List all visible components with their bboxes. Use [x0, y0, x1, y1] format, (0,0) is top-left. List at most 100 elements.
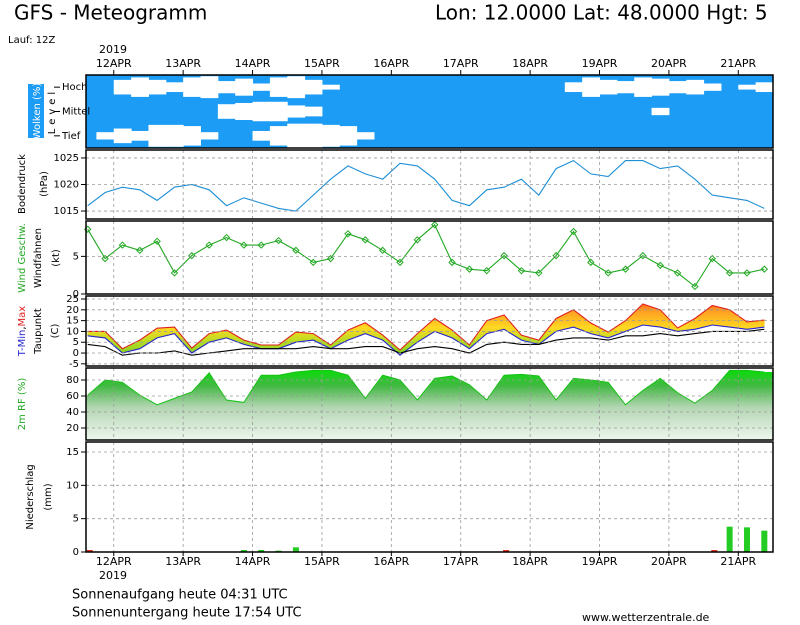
x-tick-label-top: 12APR	[96, 57, 132, 70]
precip-ylabel: Niederschlag	[25, 464, 36, 529]
marker	[621, 265, 630, 273]
level-label: Mittel	[62, 107, 90, 118]
precip-bar	[292, 547, 299, 552]
cloud-cell	[252, 130, 271, 141]
run: Lauf: 12Z	[8, 35, 55, 46]
marker	[118, 241, 127, 249]
cloud-cell	[582, 77, 601, 97]
pressure-ylabel: Bodendruck	[17, 154, 28, 214]
label-layer: GFS - Meteogramm Lon: 12.0000 Lat: 48.00…	[8, 1, 774, 624]
x-tick-label-bottom: 12APR	[96, 555, 132, 568]
marker	[448, 258, 456, 267]
series-line	[87, 303, 765, 351]
cloud-cell	[269, 77, 288, 97]
x-tick-label-top: 15APR	[304, 57, 340, 70]
grid-layer	[86, 150, 773, 553]
cloud-cell	[235, 102, 254, 121]
marker	[205, 241, 213, 249]
y-tick-label: 40	[66, 407, 79, 418]
marker	[344, 230, 352, 238]
cloud-cell	[651, 107, 670, 116]
y-tick-label: 10	[66, 480, 79, 491]
marker	[430, 221, 439, 229]
cloud-cell	[755, 82, 774, 93]
precip-bar	[711, 550, 718, 552]
y-tick-label: 5	[73, 514, 79, 525]
cloud-cell	[287, 105, 306, 118]
cloud-cell	[252, 101, 271, 122]
dewpoint-ylabel: Taupunkt	[33, 308, 44, 355]
marker	[413, 236, 422, 244]
marker	[153, 237, 161, 246]
cloud-cell	[304, 79, 323, 95]
x-tick-label-bottom: 13APR	[165, 555, 201, 568]
cloud-cell	[200, 132, 219, 140]
x-tick-label-bottom: 15APR	[304, 555, 340, 568]
y-tick-label: 0	[73, 348, 79, 359]
x-tick-label-top: 18APR	[512, 57, 548, 70]
tmin-label: T-Min	[17, 330, 28, 358]
x-tick-label-top: 17APR	[443, 57, 479, 70]
level-label: Tief	[61, 131, 81, 142]
x-tick-label-top: 20APR	[651, 57, 687, 70]
panel-frame	[85, 74, 774, 149]
sunset: Sonnenuntergang heute 17:54 UTC	[72, 606, 302, 621]
x-tick-label-bottom: 19APR	[582, 555, 618, 568]
marker	[170, 269, 179, 277]
cloud-cell	[703, 83, 722, 91]
cloud-cell	[356, 132, 375, 140]
y-tick-label: 80	[66, 375, 79, 386]
precip-bar	[240, 550, 247, 552]
barb-ylabel: Windfahnen	[33, 228, 44, 288]
marker	[396, 258, 404, 267]
cloud-label-box	[28, 84, 44, 138]
y-tick-label: 10	[66, 326, 79, 337]
rh-line	[87, 369, 765, 406]
cloud-cell	[651, 78, 670, 96]
wind-ylabel: Wind Geschw.	[17, 223, 28, 293]
marker	[552, 251, 560, 260]
y-tick-label: 20	[66, 305, 79, 316]
wind-unit: (kt)	[51, 249, 62, 267]
panel-frame	[85, 220, 774, 295]
precip-bar	[86, 550, 93, 552]
cloud-cell	[113, 128, 132, 144]
temp-range-fill	[607, 320, 626, 339]
marker	[483, 266, 491, 275]
cloud-cell	[287, 123, 306, 148]
marker	[639, 251, 647, 260]
cloud-cell	[287, 76, 306, 99]
x-tick-label-top: 19APR	[582, 57, 618, 70]
cloud-cell	[686, 79, 705, 95]
marker	[101, 254, 109, 263]
year-bottom: 2019	[99, 569, 127, 582]
y-tick-label: 15	[66, 316, 79, 327]
y-tick-label: 5	[73, 337, 79, 348]
rh-ylabel: 2m RF (%)	[17, 378, 28, 431]
cloud-cell	[269, 101, 288, 122]
y-tick-label: -5	[69, 359, 79, 370]
marker	[725, 269, 734, 277]
marker	[673, 269, 682, 277]
cloud-cell	[113, 79, 132, 95]
precip-bar	[726, 526, 733, 552]
location: Lon: 12.0000 Lat: 48.0000 Hgt: 5	[435, 1, 768, 25]
cloud-cell	[131, 77, 149, 97]
y-tick-label: 1015	[54, 206, 79, 217]
x-tick-label-bottom: 20APR	[651, 555, 687, 568]
level-label: Hoch	[62, 82, 87, 93]
cloud-cell	[148, 79, 167, 95]
marker	[292, 246, 300, 255]
rh-area	[86, 370, 773, 440]
marker	[309, 258, 317, 267]
x-tick-label-top: 16APR	[373, 57, 409, 70]
cloud-ylabel: Wolken (%)	[32, 83, 43, 140]
cloud-cell	[339, 126, 358, 146]
precip-bar	[503, 550, 510, 552]
precip-bar	[258, 550, 265, 552]
cloud-cell	[183, 77, 201, 97]
y-tick-label: 5	[73, 251, 79, 262]
marker	[604, 269, 612, 277]
marker	[760, 265, 769, 273]
